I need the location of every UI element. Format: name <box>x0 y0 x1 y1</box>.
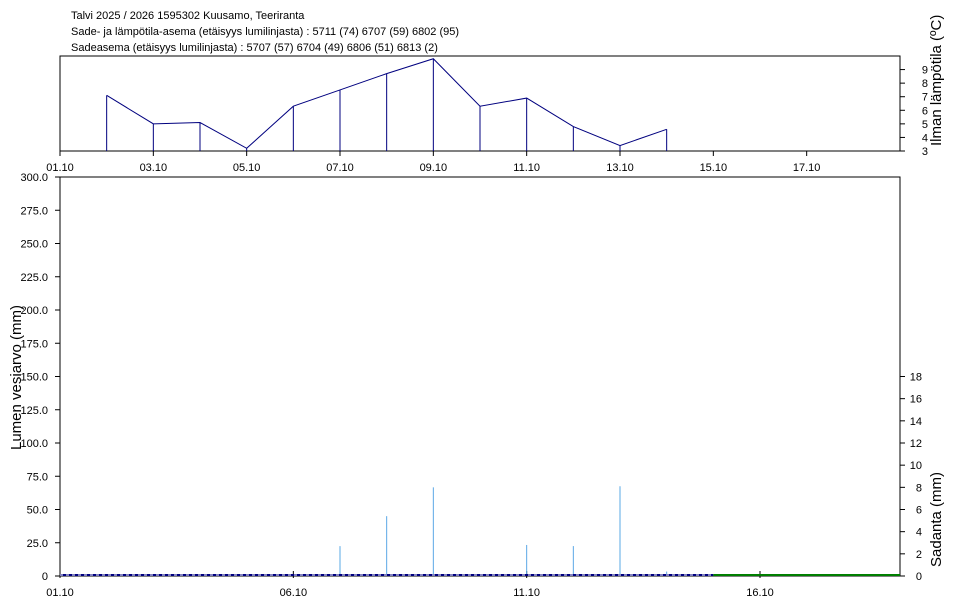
snow-y-tick-label: 200.0 <box>20 305 48 317</box>
snow-y-tick-label: 300.0 <box>20 172 48 184</box>
weather-station-info: Sade- ja lämpötila-asema (etäisyys lumil… <box>71 26 459 38</box>
snow-x-tick-label: 06.10 <box>280 587 308 599</box>
snow-y-tick-label: 25.0 <box>27 538 48 550</box>
precipitation-y-tick-label: 16 <box>910 394 922 406</box>
temperature-x-tick-label: 15.10 <box>700 162 728 174</box>
temperature-axis-title: Ilman lämpötila (ºC) <box>928 15 945 146</box>
snow-axis-title: Lumen vesiarvo (mm) <box>8 305 25 450</box>
snow-y-tick-label: 225.0 <box>20 272 48 284</box>
snow-y-tick-label: 50.0 <box>27 505 48 517</box>
precipitation-y-tick-label: 8 <box>916 482 922 494</box>
temperature-y-tick-label: 3 <box>922 146 928 158</box>
snow-y-tick-label: 100.0 <box>20 438 48 450</box>
snow-y-tick-label: 0 <box>42 571 48 583</box>
temperature-y-tick-label: 4 <box>922 132 928 144</box>
precipitation-y-tick-label: 12 <box>910 438 922 450</box>
temperature-y-tick-label: 6 <box>922 105 928 117</box>
snow-y-tick-label: 250.0 <box>20 239 48 251</box>
snow-precipitation-panel: Lumen vesiarvo (mm) Sadanta (mm) 0 25.0 50… <box>8 172 945 599</box>
snow-plot-frame <box>59 176 901 577</box>
snow-x-tick-label: 01.10 <box>46 587 74 599</box>
temperature-x-tick-label: 03.10 <box>140 162 168 174</box>
temperature-x-tick-label: 11.10 <box>513 162 540 174</box>
precipitation-y-tick-label: 18 <box>910 372 922 384</box>
temperature-x-tick-label: 01.10 <box>46 162 74 174</box>
temperature-y-tick-label: 5 <box>922 119 928 131</box>
chart-title: Talvi 2025 / 2026 1595302 Kuusamo, Teeri… <box>71 10 305 22</box>
temperature-x-tick-label: 05.10 <box>233 162 261 174</box>
precipitation-station-info: Sadeasema (etäisyys lumilinjasta) : 5707… <box>71 42 438 54</box>
snow-y-tick-label: 125.0 <box>20 405 48 417</box>
temperature-x-tick-label: 09.10 <box>420 162 448 174</box>
precipitation-y-tick-label: 14 <box>910 416 922 428</box>
temperature-x-tick-label: 07.10 <box>326 162 354 174</box>
snow-y-tick-label: 75.0 <box>27 471 48 483</box>
precipitation-axis-title: Sadanta (mm) <box>928 472 945 567</box>
precipitation-y-tick-label: 0 <box>916 571 922 583</box>
snow-x-tick-label: 11.10 <box>513 587 540 599</box>
temperature-y-tick-label: 8 <box>922 78 928 90</box>
precipitation-y-tick-label: 6 <box>916 505 922 517</box>
snow-y-tick-label: 275.0 <box>20 205 48 217</box>
temperature-x-tick-label: 17.10 <box>793 162 821 174</box>
temperature-line <box>106 58 667 149</box>
temperature-y-tick-label: 9 <box>922 65 928 77</box>
precipitation-y-tick-label: 4 <box>916 527 922 539</box>
snow-y-tick-label: 175.0 <box>20 338 48 350</box>
precipitation-y-tick-label: 10 <box>910 460 922 472</box>
temperature-x-tick-label: 13.10 <box>606 162 634 174</box>
snow-y-tick-label: 150.0 <box>20 372 48 384</box>
temperature-panel: Ilman lämpötila (ºC) 3 45 67 89 01.10 03.10 05… <box>46 15 945 174</box>
temperature-y-tick-label: 7 <box>922 92 928 104</box>
snow-x-tick-label: 16.10 <box>746 587 774 599</box>
precipitation-y-tick-label: 2 <box>916 549 922 561</box>
